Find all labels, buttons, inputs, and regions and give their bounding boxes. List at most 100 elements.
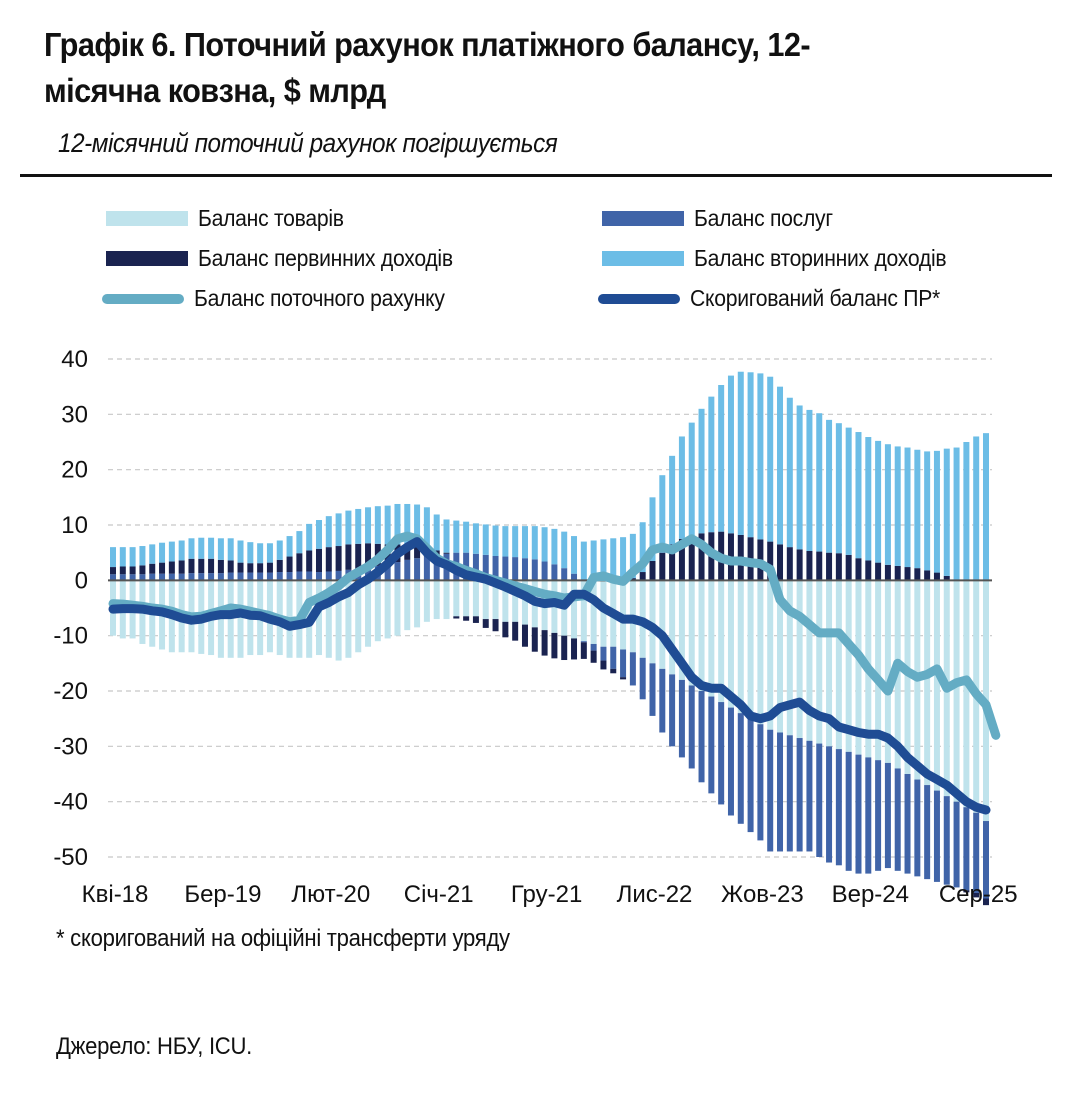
bar-segment (580, 580, 587, 642)
legend-label-primary: Баланс первинних доходів (198, 245, 453, 271)
bar-segment (384, 505, 391, 545)
bar-segment (149, 544, 156, 564)
bar-segment (884, 564, 891, 581)
bar-segment (384, 564, 391, 581)
bar-segment (325, 547, 332, 572)
bar-segment (767, 580, 774, 730)
bar-segment (414, 504, 421, 548)
bar-segment (845, 751, 852, 871)
bar-segment (953, 580, 960, 802)
bar-segment (796, 738, 803, 852)
bar-segment (845, 427, 852, 555)
bar-segment (119, 574, 126, 581)
bar-segment (737, 713, 744, 824)
bar-segment (531, 526, 538, 560)
bar-segment (884, 762, 891, 869)
y-tick-label: 30 (61, 401, 88, 428)
bar-segment (453, 520, 460, 553)
bar-segment (826, 580, 833, 747)
bar-segment (708, 396, 715, 533)
bar-segment (796, 549, 803, 581)
y-tick-label: 20 (61, 457, 88, 484)
bar-segment (110, 574, 116, 581)
bar-segment (904, 580, 911, 774)
chart-title: Графік 6. Поточний рахунок платіжного ба… (44, 22, 974, 114)
bar-segment (188, 538, 195, 559)
bar-segment (678, 679, 685, 758)
bar-segment (315, 572, 322, 581)
bar-segment (894, 446, 901, 566)
y-tick-label: -10 (53, 623, 88, 650)
bar-segment (826, 746, 833, 863)
bar-segment (119, 566, 126, 575)
bar-segment (777, 386, 784, 545)
bar-segment (345, 580, 352, 658)
bar-segment (747, 372, 754, 538)
x-tick-label: Лис-22 (617, 881, 693, 908)
bar-segment (198, 558, 205, 574)
bar-segment (178, 540, 185, 561)
bar-segment (983, 898, 989, 906)
bar-segment (433, 514, 440, 551)
bar-segment (688, 580, 695, 686)
bar-segment (777, 732, 784, 852)
bar-segment (365, 507, 372, 544)
stacked-bars (110, 371, 989, 906)
bar-segment (472, 616, 479, 623)
header-divider (20, 174, 1052, 177)
bar-segment (855, 432, 862, 559)
footnote: * скоригований на офіційні трансферти ур… (56, 925, 510, 952)
bar-segment (786, 547, 793, 581)
bar-segment (217, 559, 224, 574)
bar-segment (708, 696, 715, 794)
bar-segment (698, 691, 705, 783)
bar-segment (286, 556, 293, 573)
bar-segment (168, 541, 175, 562)
bar-segment (953, 801, 960, 888)
bar-segment (855, 580, 862, 755)
bar-segment (315, 580, 322, 656)
chart-title-line1: Графік 6. Поточний рахунок платіжного ба… (44, 26, 811, 63)
bar-segment (983, 433, 989, 581)
y-tick-label: -30 (53, 733, 88, 760)
bar-segment (600, 580, 607, 647)
bar-segment (247, 563, 254, 573)
bar-segment (835, 580, 842, 750)
bar-segment (325, 580, 332, 658)
bar-segment (227, 538, 234, 561)
bar-segment (875, 562, 882, 581)
bar-segment (973, 436, 980, 581)
bar-segment (639, 572, 646, 581)
bar-segment (208, 558, 215, 574)
bar-segment (875, 440, 882, 563)
bar-segment (777, 580, 784, 733)
bar-segment (502, 526, 509, 557)
legend-label-goods: Баланс товарів (198, 205, 344, 231)
bar-segment (237, 580, 244, 658)
x-axis-ticks: Кві-18 Бер-19 Лют-20 Січ-21 Гру-21 Лис-22 Жов-… (82, 881, 1018, 908)
legend-label-adjusted: Скоригований баланс ПР* (690, 285, 941, 311)
bar-segment (472, 523, 479, 554)
bar-segment (208, 573, 215, 581)
bar-segment (845, 554, 852, 581)
bar-segment (727, 580, 734, 708)
bar-segment (227, 560, 234, 573)
bar-segment (659, 552, 666, 581)
bar-segment (924, 451, 931, 571)
bar-segment (953, 447, 960, 581)
bar-segment (727, 375, 734, 534)
bar-segment (482, 554, 489, 581)
legend-item-primary: Баланс первинних доходів (106, 245, 475, 272)
bar-segment (669, 455, 676, 545)
bar-segment (159, 562, 166, 574)
bar-segment (306, 571, 313, 581)
bar-segment (394, 503, 401, 545)
bar-segment (139, 574, 146, 581)
bar-segment (423, 580, 430, 622)
bar-segment (600, 646, 607, 661)
bar-segment (904, 447, 911, 568)
bar-segment (286, 572, 293, 581)
bar-segment (669, 674, 676, 747)
bar-segment (816, 551, 823, 581)
bar-segment (266, 572, 273, 581)
